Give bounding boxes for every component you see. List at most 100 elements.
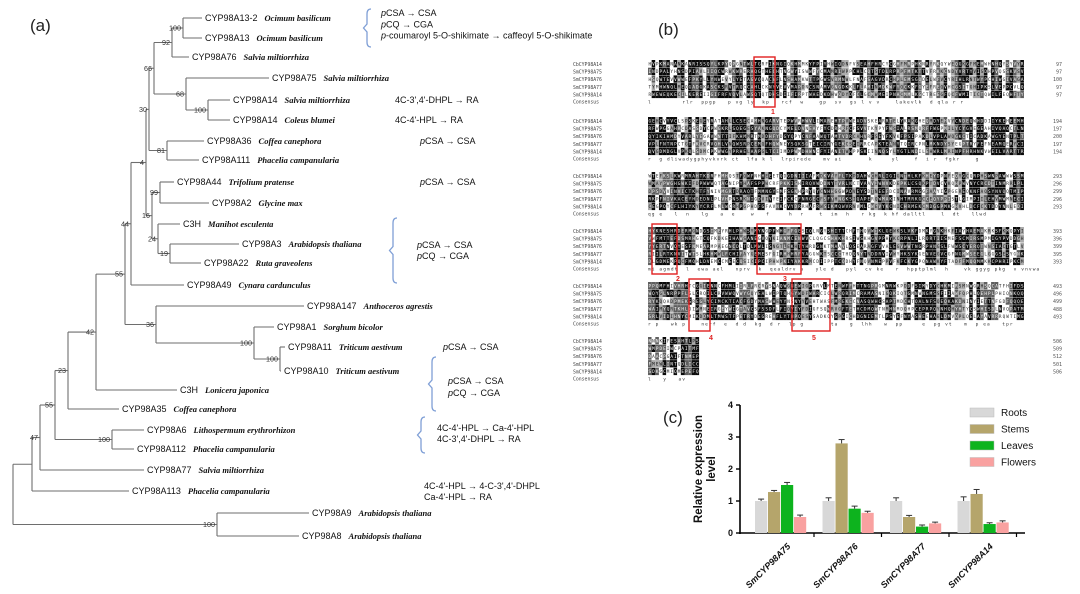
svg-text:C: C [674,118,677,124]
alignment-row-label: SmCYP98A14 [573,260,602,266]
alignment-position-number: 293 [1053,205,1062,211]
svg-text:N: N [678,314,681,320]
svg-text:D: D [758,197,761,203]
svg-text:A: A [743,92,746,98]
svg-text:H: H [732,252,735,258]
svg-text:W: W [791,118,794,124]
svg-text:V: V [966,181,969,187]
svg-text:I: I [838,149,841,155]
svg-text:R: R [663,252,666,258]
svg-text:V: V [700,142,703,148]
svg-text:C: C [868,142,871,148]
svg-text:M: M [915,189,918,195]
svg-text:K: K [670,92,673,98]
svg-text:S: S [791,142,794,148]
svg-text:Y: Y [809,314,812,320]
svg-text:L: L [984,197,987,203]
svg-text:R: R [736,149,739,155]
svg-text:V: V [1010,77,1013,83]
svg-text:S: S [802,142,805,148]
svg-text:E: E [930,173,933,179]
svg-text:C: C [816,149,819,155]
svg-text:H: H [981,173,984,179]
svg-text:R: R [970,149,973,155]
svg-text:L: L [656,142,659,148]
bar [861,512,874,533]
alignment-position-number: 296 [1053,182,1062,188]
svg-text:T: T [674,307,677,313]
svg-text:E: E [700,244,703,250]
svg-text:Y: Y [652,134,655,140]
svg-text:V: V [1014,61,1017,67]
svg-text:I: I [656,307,659,313]
bar [755,501,768,533]
svg-text:L: L [729,126,732,132]
svg-text:R: R [882,118,885,124]
svg-text:G: G [751,77,754,83]
svg-text:R: R [765,314,768,320]
svg-text:N: N [659,228,662,234]
svg-text:M: M [981,259,984,265]
svg-text:W: W [659,92,662,98]
alignment-position-number: 299 [1053,189,1062,195]
svg-text:T: T [933,236,936,242]
svg-text:Q: Q [926,118,929,124]
svg-text:R: R [816,204,819,210]
svg-text:L: L [659,252,662,258]
svg-text:D: D [1010,236,1013,242]
svg-text:K: K [692,118,695,124]
svg-text:A: A [652,307,655,313]
svg-text:T: T [780,244,783,250]
svg-text:Q: Q [714,181,717,187]
svg-text:I: I [692,314,695,320]
svg-text:Y: Y [787,134,790,140]
svg-text:T: T [743,314,746,320]
svg-text:G: G [1003,77,1006,83]
svg-text:V: V [667,189,670,195]
svg-text:W: W [824,77,827,83]
svg-text:H: H [1021,236,1024,242]
svg-text:R: R [725,85,728,91]
svg-text:G: G [725,244,728,250]
svg-text:Y: Y [875,126,878,132]
bootstrap-label: 100 [98,435,110,444]
svg-text:F: F [689,77,692,83]
bootstrap-label: 19 [160,249,168,258]
svg-text:K: K [798,142,801,148]
svg-text:H: H [1006,118,1009,124]
svg-text:P: P [700,181,703,187]
svg-text:E: E [853,118,856,124]
svg-text:K: K [652,197,655,203]
svg-text:K: K [692,204,695,210]
svg-text:P: P [846,189,849,195]
svg-text:E: E [973,126,976,132]
svg-text:G: G [838,189,841,195]
svg-text:M: M [930,142,933,148]
svg-text:F: F [875,244,878,250]
svg-text:F: F [919,173,922,179]
svg-text:I: I [751,197,754,203]
svg-text:I: I [948,197,951,203]
bar [822,501,835,533]
svg-text:S: S [849,197,852,203]
alignment-position-number: 197 [1053,142,1062,148]
svg-text:K: K [911,118,914,124]
svg-text:Y: Y [809,189,812,195]
svg-text:K: K [802,259,805,265]
svg-text:M: M [718,299,721,305]
bootstrap-label: 36 [146,320,154,329]
svg-text:S: S [1017,69,1020,75]
svg-text:K: K [897,228,900,234]
svg-text:R: R [886,118,889,124]
svg-text:S: S [908,134,911,140]
svg-text:M: M [787,126,790,132]
svg-text:G: G [959,61,962,67]
clade-bracket [427,356,437,412]
svg-text:C: C [1003,244,1006,250]
svg-text:S: S [765,307,768,313]
svg-text:M: M [1021,259,1024,265]
svg-text:C: C [915,142,918,148]
svg-text:A: A [751,149,754,155]
svg-text:F: F [937,77,940,83]
svg-text:M: M [696,244,699,250]
